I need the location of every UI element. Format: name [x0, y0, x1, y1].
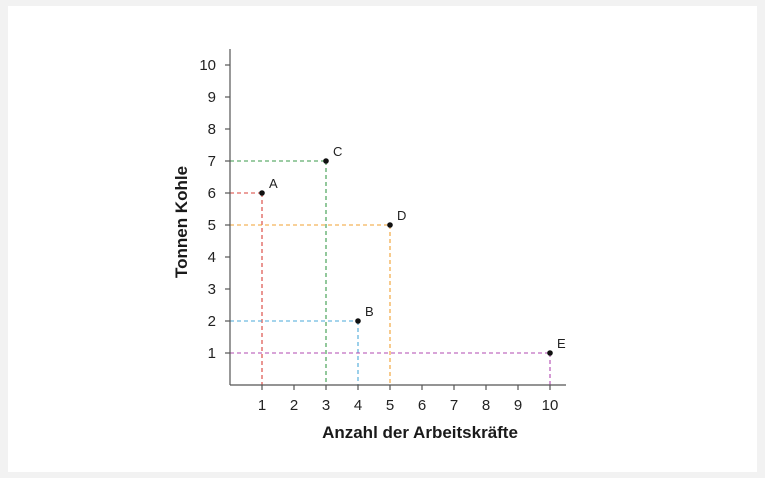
axes [229, 49, 566, 386]
y-tick-label: 1 [208, 345, 216, 362]
y-tick-label: 7 [208, 153, 216, 170]
chart-frame: 1 2 3 4 5 6 7 8 9 10 1 2 3 4 5 6 7 8 9 10 A B C D E Anzahl der … [8, 6, 757, 472]
data-points: A B C D E [259, 144, 566, 356]
x-tick-label: 2 [290, 397, 298, 414]
x-tick-label: 9 [514, 397, 522, 414]
y-tick-label: 10 [199, 57, 216, 74]
x-tick-label: 7 [450, 397, 458, 414]
y-tick-label: 2 [208, 313, 216, 330]
y-tick-label: 9 [208, 89, 216, 106]
x-tick-label: 3 [322, 397, 330, 414]
point-b [355, 318, 361, 324]
x-axis-title: Anzahl der Arbeitskräfte [322, 423, 518, 442]
point-label-e: E [557, 336, 566, 351]
x-tick-label: 5 [386, 397, 394, 414]
x-tick-label: 4 [354, 397, 362, 414]
guide-lines [230, 160, 551, 385]
x-tick-label: 6 [418, 397, 426, 414]
point-label-a: A [269, 176, 278, 191]
point-label-b: B [365, 304, 374, 319]
scatter-chart: 1 2 3 4 5 6 7 8 9 10 1 2 3 4 5 6 7 8 9 10 A B C D E Anzahl der … [172, 49, 566, 442]
x-tick-label: 10 [542, 397, 559, 414]
ticks: 1 2 3 4 5 6 7 8 9 10 1 2 3 4 5 6 7 8 9 10 [199, 57, 558, 414]
x-tick-label: 8 [482, 397, 490, 414]
y-axis-title: Tonnen Kohle [172, 166, 191, 278]
point-label-d: D [397, 208, 406, 223]
y-tick-label: 8 [208, 121, 216, 138]
y-tick-label: 4 [208, 249, 216, 266]
point-d [387, 222, 393, 228]
point-c [323, 158, 329, 164]
y-tick-label: 5 [208, 217, 216, 234]
x-tick-label: 1 [258, 397, 266, 414]
point-a [259, 190, 265, 196]
y-tick-label: 3 [208, 281, 216, 298]
point-label-c: C [333, 144, 342, 159]
y-tick-label: 6 [208, 185, 216, 202]
point-e [547, 350, 553, 356]
